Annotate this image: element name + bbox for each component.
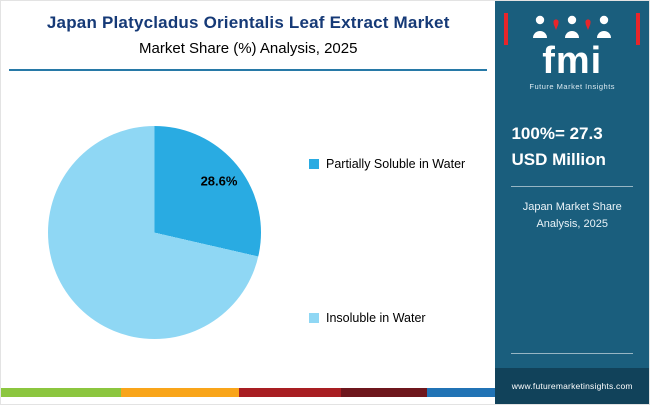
fmi-logo: fmi Future Market Insights (504, 11, 641, 95)
title-divider (9, 69, 488, 71)
footer-color-strip (1, 388, 496, 397)
legend-swatch-partially-soluble (309, 159, 319, 169)
note-line-2: Analysis, 2025 (536, 217, 608, 230)
logo-wordmark: fmi (542, 40, 603, 82)
strip-segment-red (239, 388, 341, 397)
strip-segment-amber (121, 388, 239, 397)
header: Japan Platycladus Orientalis Leaf Extrac… (1, 1, 495, 71)
strip-segment-maroon (341, 388, 427, 397)
legend-swatch-insoluble (309, 313, 319, 323)
website-link[interactable]: www.futuremarketinsights.com (495, 368, 649, 404)
legend-label-insoluble: Insoluble in Water (326, 311, 426, 325)
main-area: Japan Platycladus Orientalis Leaf Extrac… (1, 1, 496, 404)
strip-segment-green (1, 388, 121, 397)
page-title: Japan Platycladus Orientalis Leaf Extrac… (46, 13, 450, 32)
legend-item-partially-soluble: Partially Soluble in Water (309, 157, 465, 171)
legend-label-partially-soluble: Partially Soluble in Water (326, 157, 466, 171)
note-line-1: Japan Market Share (522, 201, 622, 214)
page-subtitle: Market Share (%) Analysis, 2025 (139, 40, 358, 57)
sidebar-divider-top (511, 186, 634, 188)
logo-accent-left (504, 13, 509, 45)
stat-block: 100%= 27.3 USD Million (511, 121, 605, 172)
strip-segment-blue (427, 388, 496, 397)
logo-subtext: Future Market Insights (529, 82, 616, 92)
pie-chart: 28.6% (48, 126, 261, 339)
stat-line-2: USD Million (511, 149, 606, 169)
sidebar: fmi Future Market Insights 100%= 27.3 US… (495, 1, 649, 404)
sidebar-divider-bottom (511, 353, 634, 354)
legend-item-insoluble: Insoluble in Water (309, 311, 426, 325)
stat-line-1: 100%= 27.3 (511, 124, 603, 144)
logo-accent-right (636, 13, 641, 45)
people-icons (533, 15, 612, 38)
pie-data-label: 28.6% (200, 173, 238, 189)
note-block: Japan Market Share Analysis, 2025 (523, 199, 622, 232)
